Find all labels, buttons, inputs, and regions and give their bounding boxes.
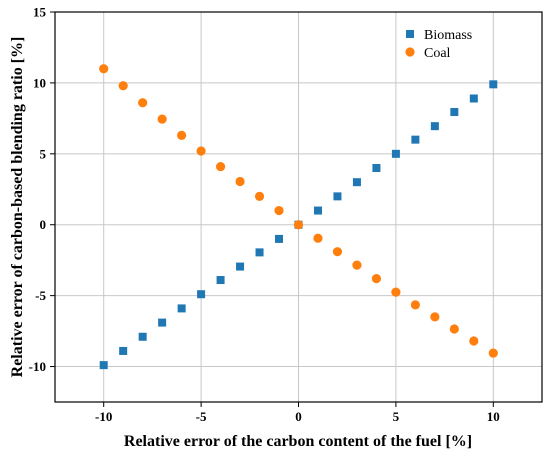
x-tick-label: -10	[95, 409, 112, 424]
biomass-point	[99, 361, 108, 370]
biomass-point	[236, 262, 245, 271]
y-tick-label: 5	[40, 146, 47, 161]
axis-ticks: -10 -5 0 5 10 -10 -5 0 5 10 15	[29, 5, 500, 425]
biomass-point	[450, 107, 459, 116]
coal-point	[488, 348, 498, 358]
y-tick-label: -10	[29, 359, 46, 374]
coal-point	[313, 233, 323, 243]
coal-point	[157, 114, 167, 124]
coal-point	[196, 146, 206, 156]
legend-label: Biomass	[424, 28, 472, 43]
x-tick-label: 0	[295, 409, 302, 424]
biomass-point	[489, 80, 498, 89]
coal-point	[254, 191, 265, 201]
biomass-point	[313, 206, 322, 215]
biomass-point	[255, 248, 264, 257]
coal-point	[177, 130, 187, 140]
biomass-point	[372, 164, 381, 172]
biomass-point	[469, 94, 478, 103]
coal-point	[430, 312, 440, 322]
biomass-point	[216, 276, 225, 285]
coal-point	[274, 205, 284, 216]
biomass-point	[177, 304, 186, 313]
biomass-point	[119, 346, 128, 355]
biomass-point	[158, 318, 167, 327]
coal-point	[118, 81, 128, 91]
data-points	[99, 64, 498, 370]
biomass-point	[352, 178, 361, 187]
biomass-point	[197, 290, 206, 299]
coal-point	[469, 336, 479, 346]
x-tick-label: -5	[196, 409, 207, 424]
y-tick-label: 0	[40, 217, 47, 232]
coal-point	[138, 98, 148, 108]
series-biomass	[99, 80, 498, 370]
biomass-point	[275, 234, 284, 243]
x-tick-label: 5	[393, 409, 400, 424]
y-tick-label: 10	[33, 75, 46, 90]
legend-coal-marker	[405, 47, 415, 57]
biomass-point	[411, 135, 420, 144]
series-coal	[99, 64, 498, 358]
biomass-point	[333, 192, 342, 201]
coal-point	[352, 260, 362, 270]
x-axis-title: Relative error of the carbon content of …	[124, 433, 472, 450]
x-tick-label: 10	[487, 409, 500, 424]
biomass-point	[430, 122, 439, 131]
y-tick-label: 15	[33, 5, 47, 20]
coal-point	[371, 274, 382, 284]
y-tick-label: -5	[35, 288, 46, 303]
coal-point	[449, 324, 459, 334]
y-axis-title: Relative error of carbon-based blending …	[9, 37, 26, 378]
legend: Biomass Coal	[405, 28, 472, 61]
coal-point	[215, 161, 226, 172]
coal-point	[99, 64, 109, 74]
legend-label: Coal	[424, 46, 451, 61]
coal-point	[235, 176, 245, 187]
coal-point	[332, 247, 343, 257]
legend-biomass-marker	[406, 30, 414, 38]
biomass-point	[391, 149, 400, 158]
coal-point	[391, 287, 401, 297]
grid-lines	[55, 12, 542, 402]
coal-point	[293, 220, 304, 230]
biomass-point	[138, 332, 147, 341]
coal-point	[410, 300, 420, 310]
